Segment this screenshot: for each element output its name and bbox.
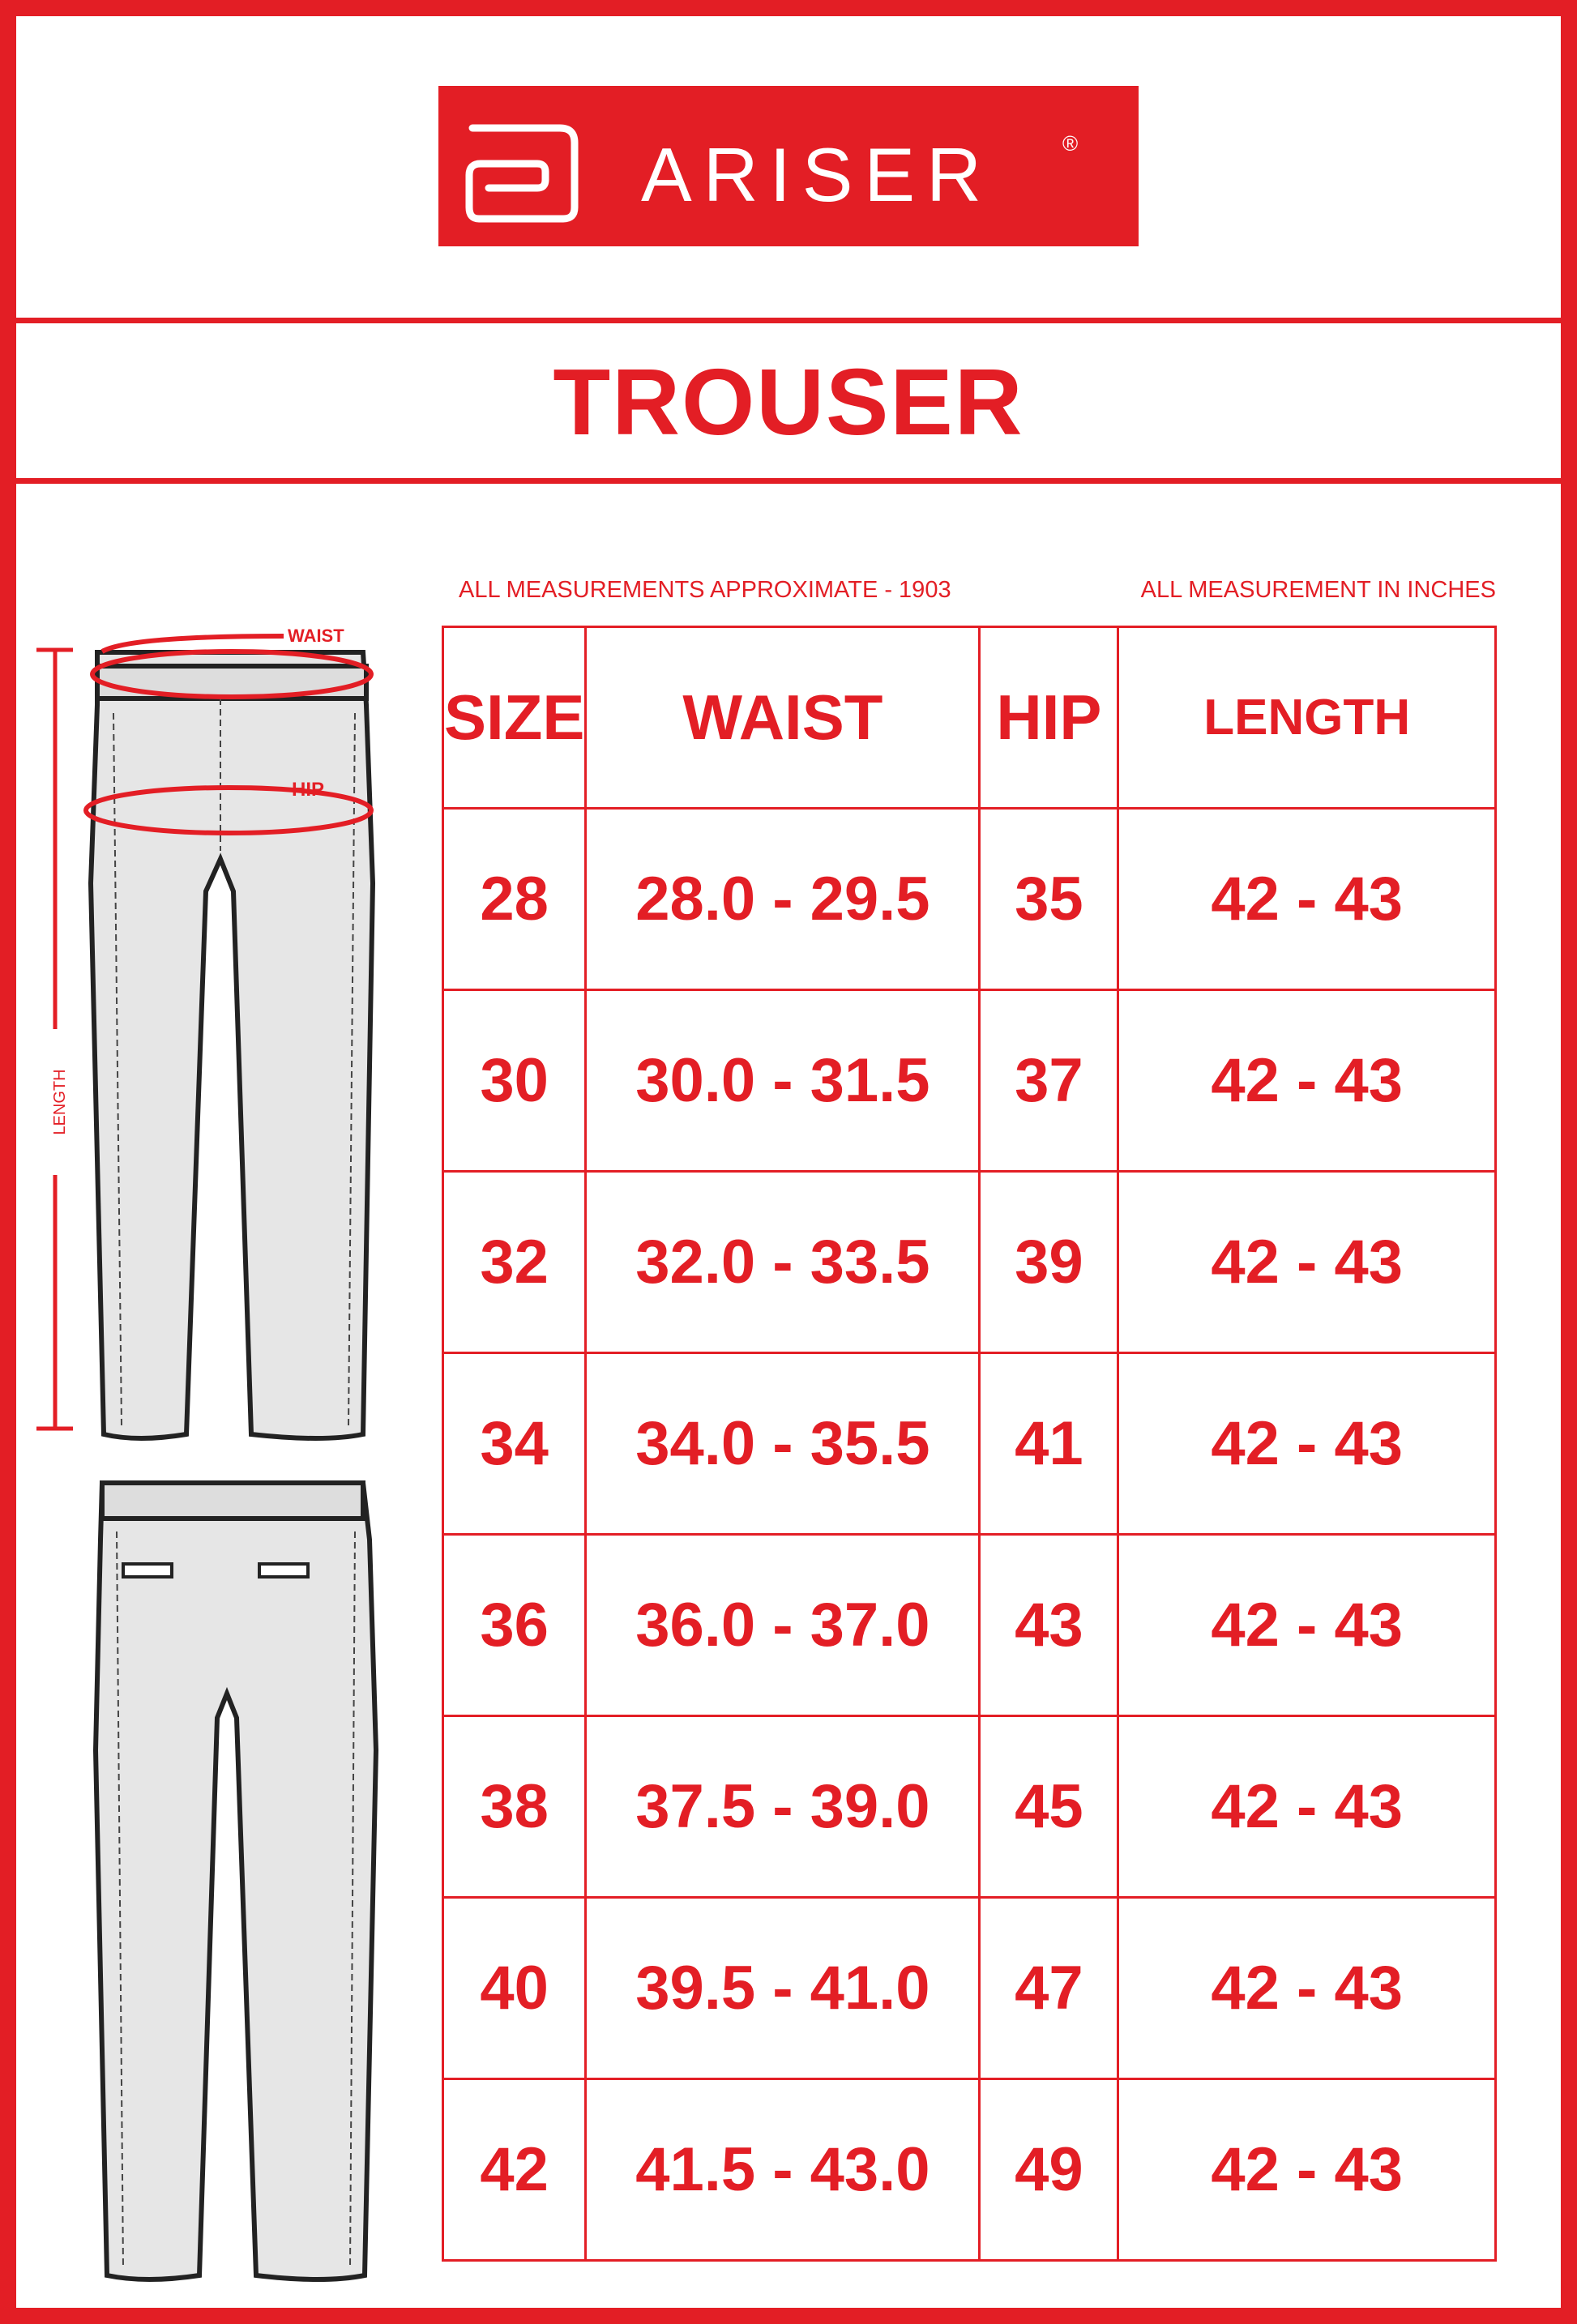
hip-label: HIP [292, 779, 324, 801]
divider [0, 478, 1577, 484]
cell-size: 42 [441, 2078, 588, 2262]
cell-length: 42 - 43 [1117, 1715, 1497, 1899]
cell-hip: 39 [978, 1170, 1120, 1354]
cell-size: 32 [441, 1170, 588, 1354]
cell-waist: 28.0 - 29.5 [584, 807, 981, 991]
cell-length: 42 - 43 [1117, 1896, 1497, 2080]
cell-size: 30 [441, 989, 588, 1173]
cell-waist: 34.0 - 35.5 [584, 1352, 981, 1536]
cell-hip: 49 [978, 2078, 1120, 2262]
cell-hip: 35 [978, 807, 1120, 991]
cell-size: 34 [441, 1352, 588, 1536]
table-row: 42 41.5 - 43.0 49 42 - 43 [441, 2078, 1497, 2262]
cell-length: 42 - 43 [1117, 2078, 1497, 2262]
header-hip: HIP [978, 626, 1120, 810]
brand-name: ARISER [641, 132, 993, 217]
header-length: LENGTH [1117, 626, 1497, 810]
length-label: LENGTH [51, 1069, 69, 1134]
trouser-diagram: LENGTH WAIST HIP [36, 626, 379, 2282]
divider [0, 318, 1577, 323]
brand-logo: ARISER ® [438, 86, 1139, 246]
cell-hip: 43 [978, 1533, 1120, 1717]
cell-hip: 45 [978, 1715, 1120, 1899]
cell-length: 42 - 43 [1117, 1352, 1497, 1536]
cell-waist: 30.0 - 31.5 [584, 989, 981, 1173]
cell-hip: 47 [978, 1896, 1120, 2080]
table-row: 34 34.0 - 35.5 41 42 - 43 [441, 1352, 1497, 1536]
table-row: 32 32.0 - 33.5 39 42 - 43 [441, 1170, 1497, 1354]
cell-length: 42 - 43 [1117, 807, 1497, 991]
cell-length: 42 - 43 [1117, 1170, 1497, 1354]
table-row: 28 28.0 - 29.5 35 42 - 43 [441, 807, 1497, 991]
cell-size: 28 [441, 807, 588, 991]
cell-hip: 37 [978, 989, 1120, 1173]
cell-size: 40 [441, 1896, 588, 2080]
page-title: TROUSER [553, 348, 1024, 455]
cell-waist: 37.5 - 39.0 [584, 1715, 981, 1899]
registered-mark: ® [1062, 131, 1078, 156]
cell-size: 36 [441, 1533, 588, 1717]
header-size: SIZE [441, 626, 588, 810]
cell-length: 42 - 43 [1117, 989, 1497, 1173]
table-row: 30 30.0 - 31.5 37 42 - 43 [441, 989, 1497, 1173]
cell-waist: 36.0 - 37.0 [584, 1533, 981, 1717]
cell-waist: 39.5 - 41.0 [584, 1896, 981, 2080]
note-units: ALL MEASUREMENT IN INCHES [1140, 577, 1496, 603]
waist-label: WAIST [288, 626, 344, 646]
note-approximate: ALL MEASUREMENTS APPROXIMATE - 1903 [459, 577, 951, 603]
header-waist: WAIST [584, 626, 981, 810]
cell-waist: 41.5 - 43.0 [584, 2078, 981, 2262]
cell-waist: 32.0 - 33.5 [584, 1170, 981, 1354]
table-row: 40 39.5 - 41.0 47 42 - 43 [441, 1896, 1497, 2080]
table-row: 36 36.0 - 37.0 43 42 - 43 [441, 1533, 1497, 1717]
cell-size: 38 [441, 1715, 588, 1899]
table-row: 38 37.5 - 39.0 45 42 - 43 [441, 1715, 1497, 1899]
cell-length: 42 - 43 [1117, 1533, 1497, 1717]
size-chart-table: SIZE WAIST HIP LENGTH 28 28.0 - 29.5 35 42 … [441, 626, 1497, 2262]
table-header-row: SIZE WAIST HIP LENGTH [441, 626, 1497, 810]
cell-hip: 41 [978, 1352, 1120, 1536]
